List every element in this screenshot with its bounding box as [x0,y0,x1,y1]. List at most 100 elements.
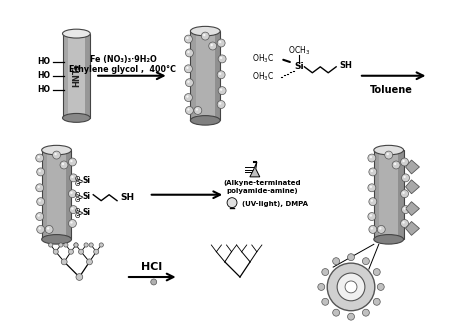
Circle shape [37,186,40,188]
Circle shape [37,156,40,158]
Ellipse shape [42,145,72,155]
Circle shape [185,79,193,87]
Bar [191,31,196,120]
Text: O: O [74,197,80,203]
Circle shape [36,168,45,176]
Circle shape [363,309,369,316]
Bar [191,31,220,120]
Text: $\mathregular{OH_3C}$: $\mathregular{OH_3C}$ [252,53,274,65]
Circle shape [401,219,409,228]
Circle shape [38,170,41,172]
Circle shape [68,158,76,166]
Circle shape [186,67,189,69]
Circle shape [369,226,377,233]
Text: HO: HO [37,85,51,94]
Circle shape [74,243,78,247]
Ellipse shape [42,235,72,244]
Text: Si: Si [82,176,91,185]
Circle shape [87,259,92,265]
Circle shape [203,34,205,36]
Circle shape [210,44,213,46]
Text: O: O [74,181,80,187]
Circle shape [209,42,217,50]
Circle shape [219,102,221,105]
Circle shape [194,107,202,114]
Circle shape [99,243,103,247]
Circle shape [402,191,405,194]
Circle shape [371,200,373,202]
Ellipse shape [63,113,90,122]
Ellipse shape [191,26,220,36]
Circle shape [151,279,157,285]
Bar [42,150,72,239]
Text: SH: SH [339,61,352,70]
Circle shape [187,108,190,111]
Circle shape [70,160,73,162]
Circle shape [370,186,372,188]
Text: SH: SH [120,193,134,202]
Circle shape [36,226,45,233]
Circle shape [345,281,357,293]
Circle shape [70,206,77,214]
Circle shape [186,37,189,39]
Circle shape [401,158,409,166]
Ellipse shape [374,145,403,155]
Polygon shape [406,222,419,235]
Circle shape [71,176,73,178]
Text: Si: Si [295,62,304,71]
Circle shape [370,214,372,217]
Circle shape [403,176,406,178]
Circle shape [368,184,376,192]
Circle shape [363,258,369,265]
Bar [191,31,220,120]
Circle shape [53,249,58,254]
Circle shape [368,213,376,220]
Circle shape [37,214,40,217]
Polygon shape [406,180,419,194]
Text: O: O [74,213,80,218]
Bar [374,150,379,239]
Circle shape [394,163,396,165]
Circle shape [36,213,44,220]
Circle shape [220,88,222,91]
Text: Si: Si [82,208,91,217]
Circle shape [379,227,382,230]
Circle shape [227,198,237,208]
Circle shape [184,94,192,101]
Polygon shape [406,160,419,174]
Bar [66,150,72,239]
Bar [215,31,220,120]
Circle shape [89,243,93,247]
Circle shape [368,154,376,162]
Circle shape [49,243,53,247]
Circle shape [70,174,77,182]
Circle shape [386,153,389,155]
Text: Ethylene glycol ,  400°C: Ethylene glycol , 400°C [70,65,176,74]
Circle shape [377,226,385,233]
Circle shape [36,154,44,162]
Circle shape [347,313,355,320]
Circle shape [219,41,221,43]
Circle shape [322,268,329,276]
Circle shape [184,65,192,73]
Circle shape [187,51,190,53]
Text: O: O [74,208,80,214]
Circle shape [79,249,83,254]
Circle shape [218,87,226,95]
Bar [42,150,47,239]
Circle shape [374,268,380,276]
Circle shape [201,32,209,40]
Circle shape [318,283,325,291]
Circle shape [401,174,410,182]
Circle shape [377,283,384,291]
Circle shape [55,153,57,155]
Circle shape [333,258,339,265]
Text: $\mathregular{OCH_3}$: $\mathregular{OCH_3}$ [288,45,310,57]
Circle shape [187,81,190,83]
Text: $\mathregular{OH_3C}$: $\mathregular{OH_3C}$ [252,71,274,83]
Circle shape [196,108,198,111]
Bar [374,150,403,239]
Circle shape [185,49,193,57]
Circle shape [71,207,73,210]
Circle shape [185,107,193,114]
